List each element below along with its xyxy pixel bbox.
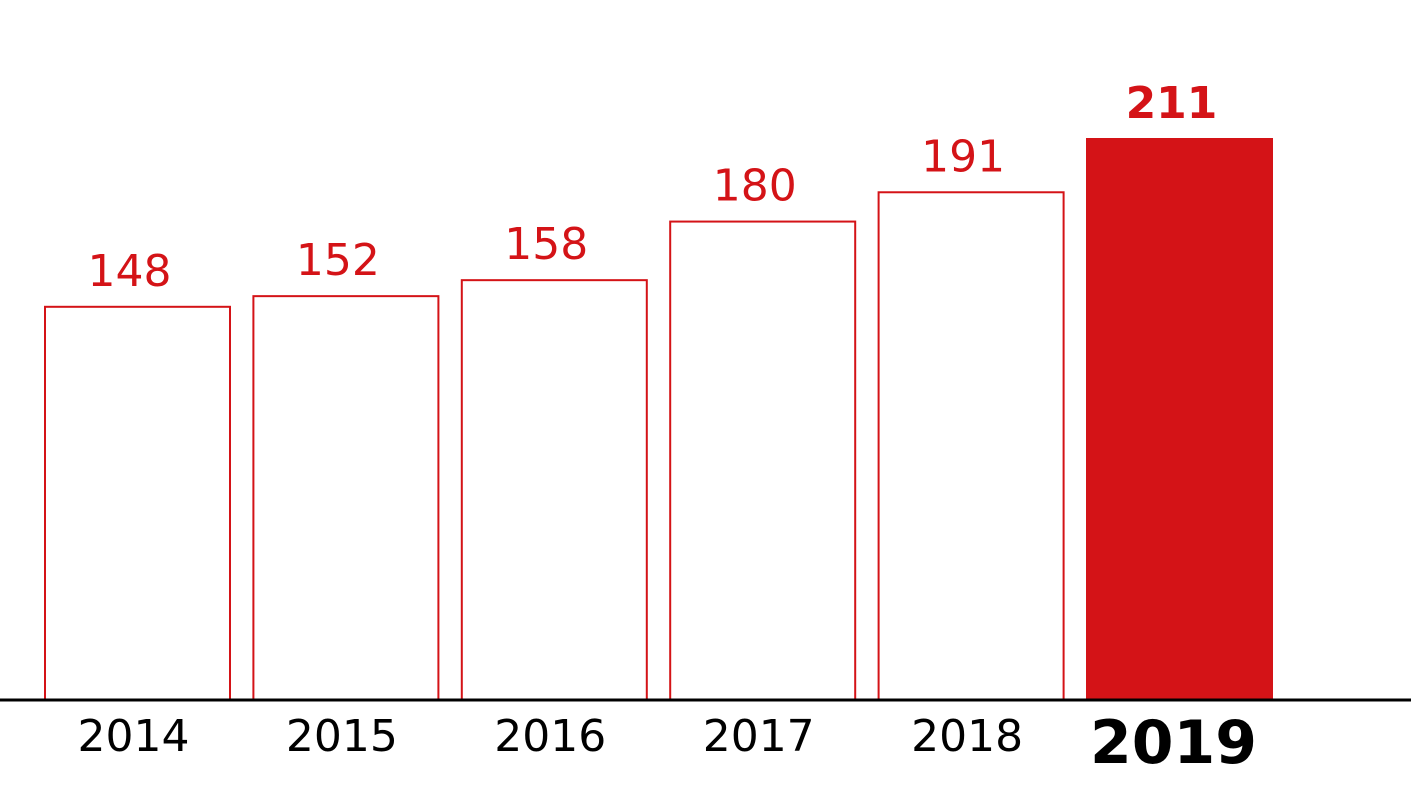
value-label-2014: 148 xyxy=(88,246,172,297)
bar-2018 xyxy=(877,191,1065,701)
value-labels-group: 148 152 158 180 191 211 xyxy=(88,78,1218,297)
category-label-2019: 2019 xyxy=(1090,708,1257,778)
value-label-2017: 180 xyxy=(713,161,797,212)
bar-2016 xyxy=(460,279,648,701)
value-label-2016: 158 xyxy=(504,219,588,270)
category-label-2017: 2017 xyxy=(703,711,815,762)
bar-2019 xyxy=(1086,138,1273,700)
bar-2015 xyxy=(252,295,440,701)
bar-2014 xyxy=(44,305,231,701)
bar-2017 xyxy=(669,220,857,701)
value-label-2015: 152 xyxy=(296,235,380,286)
category-label-2015: 2015 xyxy=(286,711,398,762)
category-label-2016: 2016 xyxy=(494,711,606,762)
category-label-2014: 2014 xyxy=(78,711,190,762)
category-labels-group: 2014 2015 2016 2017 2018 2019 xyxy=(78,708,1257,778)
value-label-2018: 191 xyxy=(921,131,1005,182)
bars-group xyxy=(44,138,1273,701)
category-label-2018: 2018 xyxy=(911,711,1023,762)
value-label-2019: 211 xyxy=(1126,78,1218,129)
